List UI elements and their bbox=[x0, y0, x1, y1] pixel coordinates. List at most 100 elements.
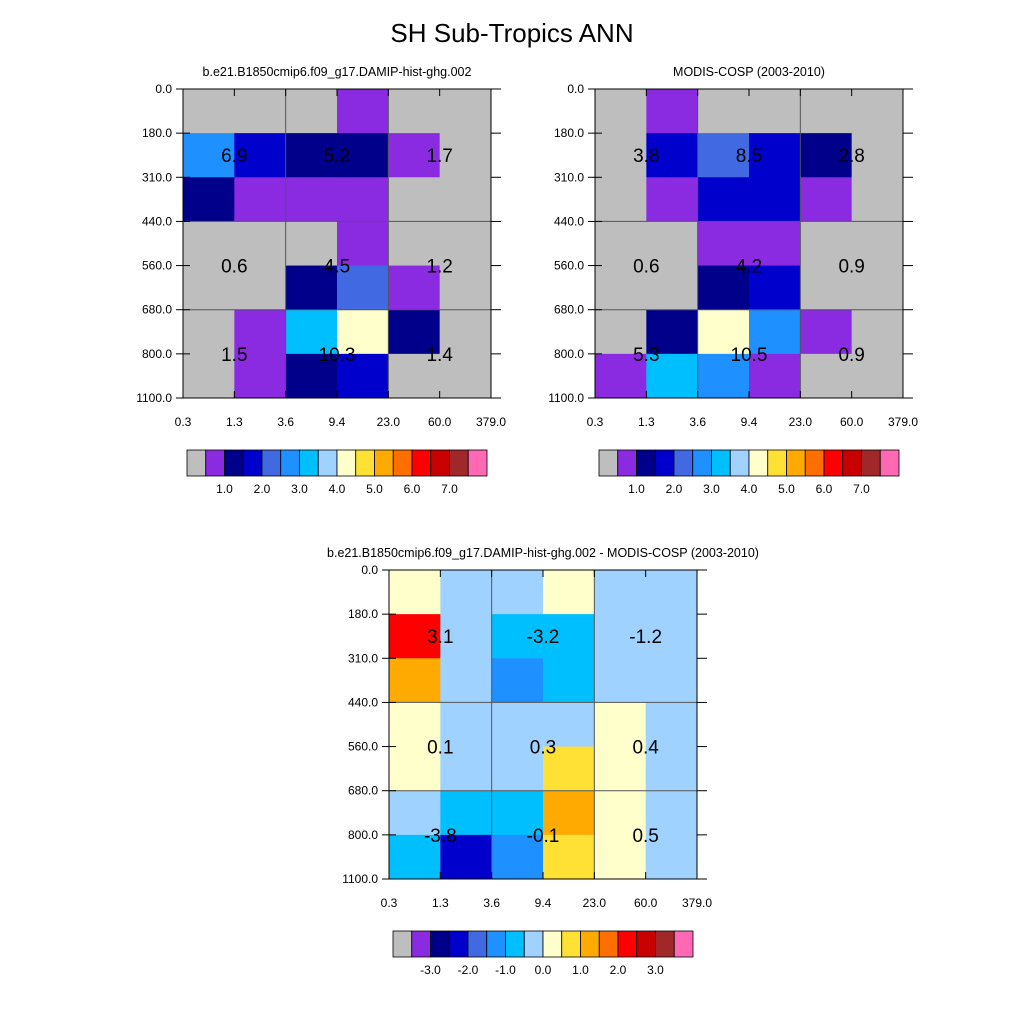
heatmap-cell bbox=[645, 658, 698, 703]
cell-value-label: 0.9 bbox=[838, 257, 864, 278]
heatmap-cell bbox=[491, 790, 544, 836]
cell-value-label: 3.8 bbox=[633, 146, 659, 167]
y-tick-label: 310.0 bbox=[554, 170, 584, 184]
colorbar-swatch bbox=[561, 930, 581, 958]
colorbar-swatch bbox=[598, 449, 619, 477]
y-tick-label: 180.0 bbox=[554, 126, 584, 140]
heatmap-cell bbox=[388, 89, 441, 134]
heatmap-cell bbox=[851, 353, 904, 399]
y-tick-label: 800.0 bbox=[348, 828, 378, 842]
heatmap-cell bbox=[800, 265, 853, 311]
heatmap-cell bbox=[594, 702, 647, 748]
heatmap-cell bbox=[285, 177, 338, 222]
heatmap-cell bbox=[595, 265, 647, 311]
heatmap-cell bbox=[440, 702, 493, 748]
colorbar-swatch bbox=[336, 449, 357, 477]
heatmap-cell bbox=[800, 177, 853, 222]
colorbar-swatch bbox=[654, 449, 675, 477]
heatmap-cell bbox=[388, 133, 441, 178]
colorbar-swatch bbox=[299, 449, 319, 477]
cell-value-label: -3.8 bbox=[424, 826, 457, 847]
colorbar-swatch bbox=[692, 449, 712, 477]
colorbar-swatch bbox=[673, 930, 694, 958]
colorbar-label: 5.0 bbox=[366, 482, 383, 496]
colorbar-swatch bbox=[804, 449, 825, 477]
y-tick-label: 440.0 bbox=[554, 214, 584, 228]
heatmap-cell bbox=[543, 746, 595, 792]
cell-value-label: 10.5 bbox=[731, 345, 768, 366]
cell-value-label: 8.5 bbox=[736, 146, 762, 167]
panel-title: b.e21.B1850cmip6.f09_g17.DAMIP-hist-ghg.… bbox=[203, 65, 472, 79]
cell-value-label: 5.3 bbox=[633, 345, 659, 366]
colorbar-swatch bbox=[786, 449, 806, 477]
y-tick-label: 180.0 bbox=[348, 607, 378, 621]
heatmap-cell bbox=[749, 309, 801, 355]
heatmap-cell bbox=[851, 221, 904, 267]
cell-value-label: 1.7 bbox=[426, 146, 452, 167]
x-tick-label: 1.3 bbox=[638, 415, 655, 429]
heatmap-cell bbox=[439, 177, 492, 222]
colorbar-swatch bbox=[317, 449, 338, 477]
colorbar: -3.0 -2.0 -1.0 0.0 1.0 2.0 3.0 bbox=[392, 930, 694, 977]
x-tick-label: 60.0 bbox=[428, 415, 452, 429]
heatmap-cell bbox=[389, 746, 441, 792]
colorbar-swatch bbox=[374, 449, 394, 477]
heatmap-cell bbox=[594, 658, 647, 703]
x-tick-label: 379.0 bbox=[476, 415, 506, 429]
cell-value-label: 0.3 bbox=[530, 738, 556, 759]
heatmap-cell bbox=[491, 746, 544, 792]
colorbar-label: 1.0 bbox=[216, 482, 233, 496]
heatmap-cell bbox=[389, 790, 441, 836]
cell-value-label: 4.2 bbox=[736, 257, 762, 278]
heatmap-panel-2: MODIS-COSP (2003-2010) 0.3 1.3 3.6 9.4 23.0 60… bbox=[548, 65, 918, 496]
heatmap-cell bbox=[388, 309, 441, 355]
colorbar-swatch bbox=[542, 930, 563, 958]
colorbar-swatch bbox=[261, 449, 282, 477]
heatmap-cell bbox=[800, 309, 853, 355]
heatmap-cell bbox=[337, 353, 389, 399]
heatmap-cell bbox=[439, 353, 492, 399]
heatmap-cell bbox=[645, 790, 698, 836]
heatmap-cell bbox=[851, 265, 904, 311]
panel-title: MODIS-COSP (2003-2010) bbox=[673, 65, 825, 79]
y-tick-label: 180.0 bbox=[142, 126, 172, 140]
colorbar-label: 2.0 bbox=[610, 963, 627, 977]
colorbar-label: 0.0 bbox=[535, 963, 552, 977]
x-tick-label: 9.4 bbox=[535, 896, 552, 910]
heatmap-cell bbox=[439, 89, 492, 134]
cell-value-label: 3.1 bbox=[427, 627, 453, 648]
colorbar-swatch bbox=[748, 449, 769, 477]
heatmap-cell bbox=[285, 353, 338, 399]
colorbar-label: 6.0 bbox=[404, 482, 421, 496]
colorbar-swatch bbox=[505, 930, 525, 958]
cell-value-label: 10.3 bbox=[319, 345, 356, 366]
heatmap-cell bbox=[594, 614, 647, 659]
x-tick-label: 23.0 bbox=[377, 415, 401, 429]
heatmap-cell bbox=[183, 309, 235, 355]
heatmap-cell bbox=[388, 265, 441, 311]
y-tick-label: 440.0 bbox=[142, 214, 172, 228]
heatmap-cell bbox=[646, 89, 699, 134]
x-tick-label: 23.0 bbox=[789, 415, 813, 429]
x-tick-label: 23.0 bbox=[583, 896, 607, 910]
heatmap-cell bbox=[646, 177, 699, 222]
heatmap-cell bbox=[594, 570, 647, 615]
heatmap-cell bbox=[388, 353, 441, 399]
heatmap-cell bbox=[285, 133, 338, 178]
colorbar-swatch bbox=[448, 930, 469, 958]
colorbar-swatch bbox=[430, 930, 450, 958]
x-tick-label: 1.3 bbox=[432, 896, 449, 910]
colorbar-swatch bbox=[467, 930, 488, 958]
heatmap-cell bbox=[697, 221, 750, 267]
heatmap-cell bbox=[337, 309, 389, 355]
x-tick-label: 60.0 bbox=[840, 415, 864, 429]
y-tick-label: 680.0 bbox=[348, 784, 378, 798]
heatmap-cell bbox=[595, 353, 647, 399]
heatmap-cell bbox=[645, 614, 698, 659]
heatmap-cell bbox=[439, 309, 492, 355]
heatmap-cell bbox=[234, 265, 287, 311]
colorbar-swatch bbox=[449, 449, 469, 477]
colorbar-label: -1.0 bbox=[495, 963, 516, 977]
heatmap-cell bbox=[543, 790, 595, 836]
